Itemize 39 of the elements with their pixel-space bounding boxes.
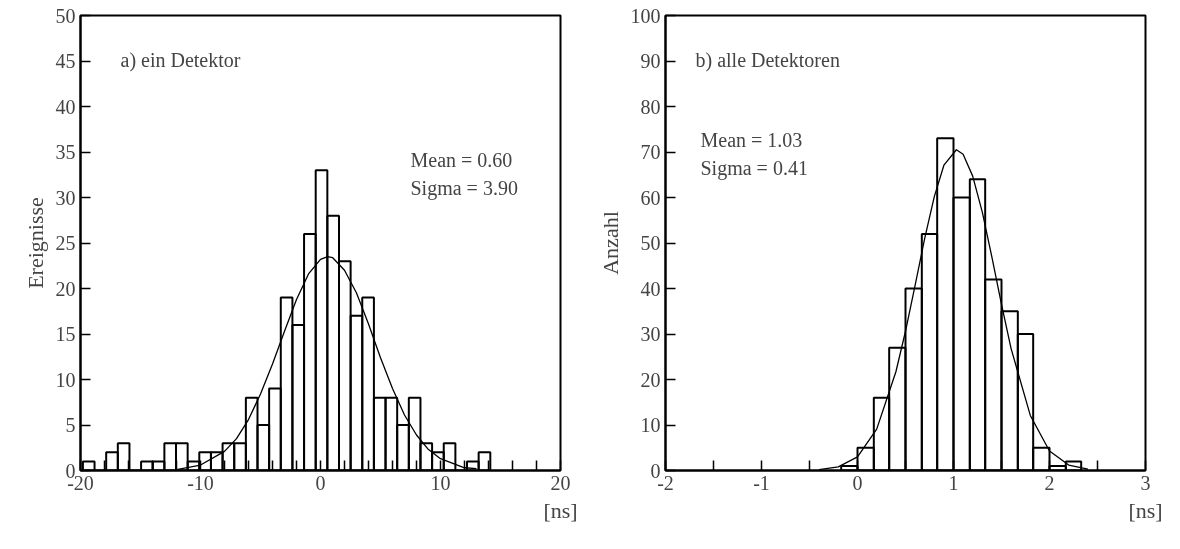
- x-tick-label: -10: [187, 471, 214, 494]
- y-tick-label: 50: [640, 232, 661, 254]
- y-tick-label: 70: [640, 141, 661, 163]
- annotation: a) ein Detektor: [120, 48, 241, 72]
- y-tick-label: 35: [55, 141, 76, 163]
- x-tick-label: 2: [1044, 471, 1055, 494]
- y-tick-label: 5: [65, 414, 76, 436]
- y-tick-label: 40: [640, 277, 661, 300]
- y-tick-label: 100: [630, 4, 661, 27]
- x-tick-label: 20: [550, 471, 571, 494]
- x-tick-label: 3: [1140, 471, 1151, 494]
- x-tick-label: 1: [948, 471, 959, 494]
- y-tick-label: 30: [55, 186, 76, 209]
- annotation: Mean = 1.03: [700, 128, 803, 151]
- y-tick-label: 20: [55, 277, 76, 300]
- y-tick-label: 20: [640, 368, 661, 391]
- annotation: Sigma = 3.90: [410, 176, 518, 200]
- y-tick-label: 60: [640, 186, 661, 209]
- y-axis-title: Anzahl: [597, 211, 623, 275]
- y-tick-label: 40: [55, 95, 76, 118]
- annotation: b) alle Detektoren: [695, 48, 840, 72]
- y-tick-label: 10: [55, 368, 76, 391]
- x-axis-title: [ns]: [1128, 497, 1163, 523]
- x-axis-title: [ns]: [543, 497, 578, 523]
- y-axis-title: Ereignisse: [22, 197, 48, 289]
- annotation: Mean = 0.60: [410, 148, 513, 171]
- annotation: Sigma = 0.41: [700, 156, 808, 180]
- x-tick-label: -1: [753, 471, 770, 494]
- y-tick-label: 15: [55, 323, 76, 345]
- y-tick-label: 80: [640, 95, 661, 118]
- y-tick-label: 25: [55, 232, 76, 254]
- y-tick-label: 50: [55, 4, 76, 27]
- y-tick-label: 90: [640, 50, 661, 72]
- x-tick-label: 0: [852, 471, 863, 494]
- y-tick-label: 30: [640, 323, 661, 345]
- y-tick-label: 10: [640, 414, 661, 436]
- x-tick-label: 10: [430, 471, 451, 494]
- y-tick-label: 45: [55, 50, 76, 72]
- x-tick-label: 0: [315, 471, 326, 494]
